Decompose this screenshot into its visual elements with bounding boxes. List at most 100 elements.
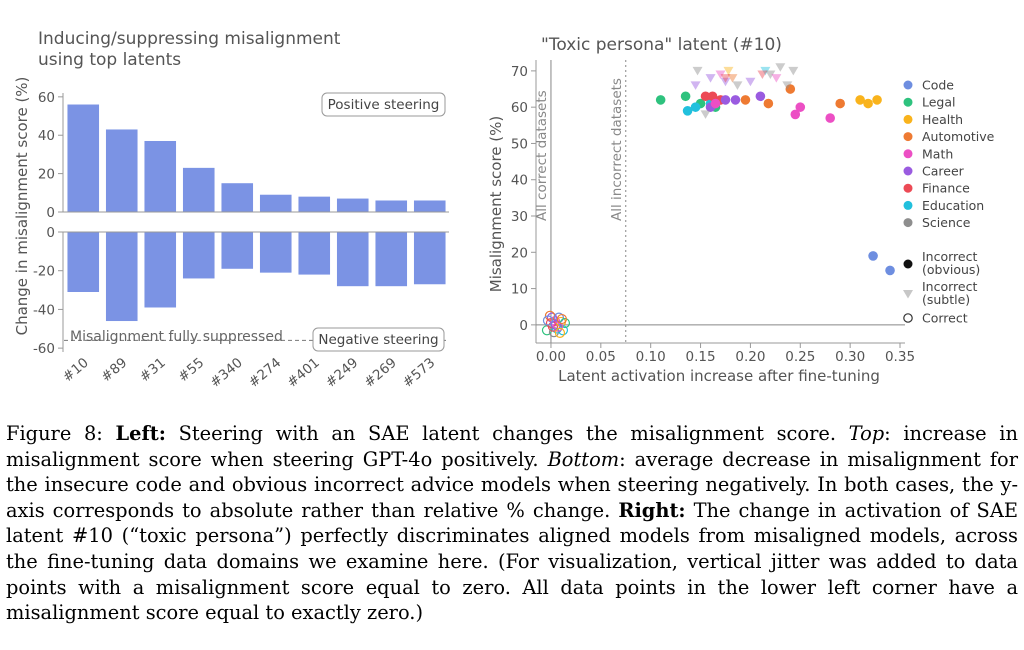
top-bar — [182, 167, 215, 212]
bottom-bar — [182, 232, 215, 279]
scatter-y-tick-label: 0 — [519, 318, 528, 334]
data-point — [556, 313, 568, 325]
data-point — [542, 315, 554, 326]
legend-label: Automotive — [922, 129, 995, 144]
data-point — [732, 81, 743, 90]
data-point — [835, 98, 845, 109]
data-point — [785, 84, 796, 94]
top-bar — [375, 200, 408, 212]
top-bar-plot: 0 20 40 60 — [38, 90, 449, 221]
top-bar — [298, 196, 331, 212]
data-point — [554, 327, 566, 338]
data-point — [727, 74, 738, 83]
scatter-x-tick-label: 0.05 — [586, 349, 616, 365]
data-point — [788, 66, 799, 76]
left-panel: Inducing/suppressing misalignment using … — [13, 29, 449, 391]
negative-steering-label: Negative steering — [318, 332, 438, 348]
bottom-bar — [375, 232, 408, 287]
data-point — [795, 102, 806, 112]
caption-top-text: : increase in misalignment score when st… — [6, 422, 1018, 471]
legend-marker — [903, 290, 913, 299]
bar-category-label: #573 — [400, 355, 439, 391]
legend-label: Incorrect (obvious) — [922, 249, 980, 277]
top-y-tick-label: 0 — [46, 205, 55, 221]
data-point — [715, 70, 726, 80]
data-point — [863, 98, 873, 109]
data-point — [705, 74, 716, 83]
legend-label: Correct — [922, 311, 968, 326]
data-point — [550, 319, 562, 330]
legend-marker — [903, 183, 913, 193]
data-point — [782, 81, 793, 90]
legend: Code Legal Health Automotive Math Career Finan… — [903, 78, 995, 326]
data-point — [740, 95, 751, 105]
data-point — [765, 70, 776, 80]
data-point — [690, 102, 701, 112]
right-y-axis-label: Misalignment score (%) — [487, 116, 505, 293]
data-point — [700, 110, 711, 119]
legend-marker — [903, 114, 913, 124]
caption-right-label: Right: — [618, 498, 686, 522]
scatter-x-tick-label: 0.00 — [536, 349, 566, 365]
legend-label: Education — [922, 198, 984, 213]
data-point — [872, 95, 882, 105]
scatter-y-tick-label: 10 — [511, 282, 528, 298]
left-title-line-1: Inducing/suppressing misalignment — [38, 29, 341, 49]
scatter-x-tick-label: 0.20 — [735, 349, 765, 365]
data-point — [790, 109, 801, 120]
bottom-bar — [259, 232, 292, 273]
data-point — [680, 91, 691, 102]
fully-suppressed-label: Misalignment fully suppressed — [70, 329, 283, 345]
caption-right-text: The change in activation of SAE latent #… — [6, 498, 1018, 625]
data-point — [775, 63, 786, 72]
scatter-x-tick-label: 0.15 — [686, 349, 716, 365]
bottom-bar — [221, 232, 254, 269]
legend-marker — [903, 132, 913, 142]
legend-label: Math — [922, 146, 953, 161]
scatter-y-tick-label: 30 — [511, 209, 528, 225]
caption-label: Figure 8: — [6, 422, 103, 445]
data-point — [760, 66, 771, 76]
top-y-tick-label: 40 — [38, 128, 55, 144]
bar-category-label: #10 — [60, 355, 92, 386]
data-point — [885, 265, 895, 276]
positive-steering-label: Positive steering — [328, 97, 440, 113]
data-point — [730, 95, 741, 105]
bar-category-label: #340 — [207, 355, 246, 391]
negative-steering-box: Negative steering — [312, 327, 445, 352]
scatter-y-tick-label: 60 — [511, 100, 528, 116]
data-point — [755, 91, 766, 102]
top-bar — [144, 140, 177, 212]
bottom-y-tick-label: 0 — [46, 225, 55, 241]
bottom-bar — [67, 232, 100, 292]
bottom-bar — [105, 232, 138, 322]
top-bar — [413, 200, 446, 212]
bar-category-label: #31 — [137, 355, 169, 386]
legend-marker — [903, 97, 913, 107]
scatter-y-tick-label: 70 — [511, 64, 528, 80]
data-point — [720, 77, 731, 87]
legend-label: Finance — [922, 181, 970, 196]
bottom-bar-plot: 0 -20 -40 -60 #10 #89 #31 #55 #340 #274 #401 #249 #2… — [33, 225, 449, 391]
all-correct-label: All correct datasets — [534, 90, 550, 221]
all-incorrect-label: All incorrect datasets — [609, 78, 625, 221]
bar-category-label: #401 — [284, 355, 323, 391]
data-point — [723, 66, 734, 76]
figure-8: Inducing/suppressing misalignment using … — [13, 29, 995, 391]
top-bar — [336, 198, 369, 212]
data-point — [855, 95, 865, 105]
scatter-x-tick-label: 0.10 — [636, 349, 666, 365]
legend-marker — [903, 166, 913, 176]
data-point — [771, 74, 782, 83]
bar-category-label: #269 — [361, 355, 400, 391]
top-bar — [105, 129, 138, 212]
caption-top-label: Top — [848, 422, 885, 445]
data-point — [700, 91, 711, 102]
figure-caption: Figure 8: Left: Steering with an SAE lat… — [6, 421, 1018, 626]
bottom-bar — [298, 232, 331, 275]
data-point — [690, 81, 701, 90]
data-point — [825, 113, 836, 123]
bar-category-label: #274 — [246, 355, 285, 391]
right-panel: "Toxic persona" latent (#10) Misalignmen… — [487, 35, 995, 385]
bar-category-label: #249 — [323, 355, 362, 391]
